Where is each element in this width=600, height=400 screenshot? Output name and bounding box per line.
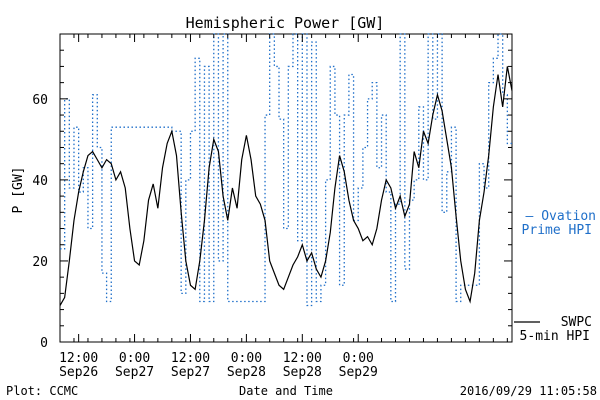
y-tick-label: 20 <box>32 255 48 270</box>
x-tick-label-time: 12:00 <box>171 351 210 366</box>
timestamp: 2016/09/29 11:05:58 <box>460 384 597 398</box>
y-axis-label: P [GW] <box>11 167 26 214</box>
x-axis-label: Date and Time <box>239 384 333 398</box>
tick-label-layer: 020406012:00Sep260:00Sep2712:00Sep270:00… <box>32 34 512 380</box>
axes-layer <box>59 33 513 343</box>
legend-swpc-label: SWPC <box>561 315 592 330</box>
chart-title: Hemispheric Power [GW] <box>186 14 385 32</box>
y-tick-label: 60 <box>32 93 48 108</box>
swpc-5min-hpi-line <box>59 66 513 306</box>
x-tick-label-time: 12:00 <box>59 351 98 366</box>
swpc-series-layer <box>59 66 513 306</box>
legend-ovation-label: — Ovation <box>526 209 596 224</box>
ovation-prime-hpi-line <box>60 33 512 307</box>
x-tick-label-time: 0:00 <box>343 351 374 366</box>
y-tick-label: 0 <box>40 336 48 351</box>
x-tick-label-time: 0:00 <box>119 351 150 366</box>
x-tick-label-date: Sep28 <box>227 365 266 380</box>
plot-frame <box>59 33 513 343</box>
x-tick-label-date: Sep27 <box>171 365 210 380</box>
legend-ovation-label-line2: Prime HPI <box>522 223 592 238</box>
plot-credit: Plot: CCMC <box>6 384 78 398</box>
x-tick-label-time: 0:00 <box>231 351 262 366</box>
x-tick-label-time: 12:00 <box>283 351 322 366</box>
x-tick-label-date: Sep28 <box>283 365 322 380</box>
legend-swpc-label-line2: 5-min HPI <box>520 329 590 344</box>
ovation-series-layer <box>60 33 512 307</box>
x-tick-label-date: Sep29 <box>339 365 378 380</box>
x-tick-label-date: Sep26 <box>59 365 98 380</box>
y-tick-label: 40 <box>32 174 48 189</box>
x-tick-label-date: Sep27 <box>115 365 154 380</box>
